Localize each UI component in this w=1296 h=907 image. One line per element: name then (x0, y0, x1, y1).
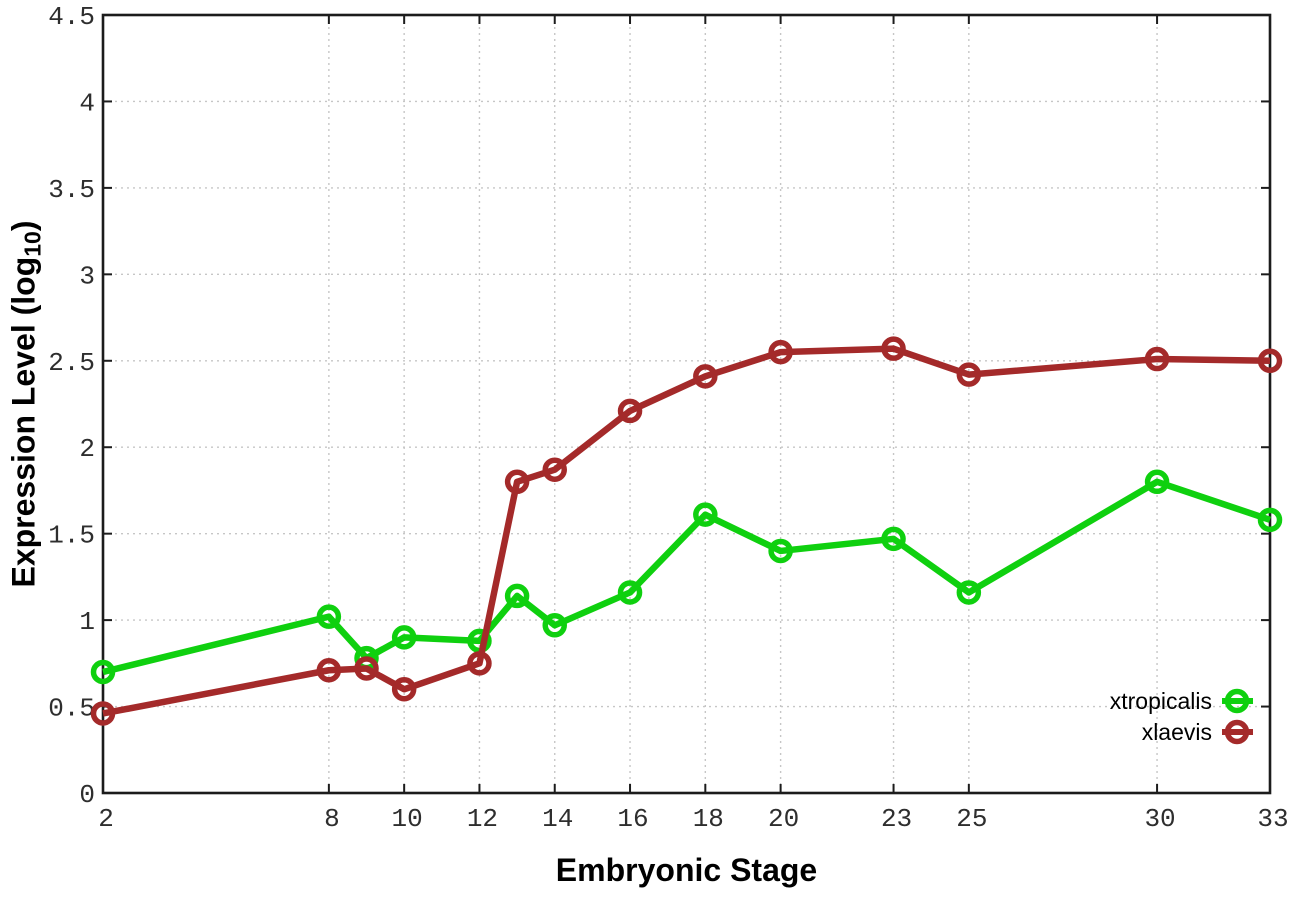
series-xtropicalis-marker (1257, 507, 1283, 533)
series-xlaevis-marker (881, 336, 906, 361)
x-tick-label: 14 (542, 804, 573, 834)
x-tick-label: 30 (1144, 804, 1175, 834)
x-tick-label: 2 (98, 804, 114, 834)
legend-label-xlaevis: xlaevis (1142, 719, 1212, 745)
plot-border (101, 13, 1272, 795)
series-xlaevis-marker (617, 398, 643, 424)
series-xlaevis-marker (542, 457, 567, 482)
x-tick-label: 8 (324, 804, 340, 834)
x-tick-label: 33 (1257, 804, 1288, 834)
series-xtropicalis-marker (956, 580, 982, 605)
y-tick-label: 4 (79, 88, 95, 118)
x-tick-label: 20 (768, 804, 799, 834)
series-xtropicalis-marker (881, 526, 906, 552)
x-tick-label: 10 (392, 804, 423, 834)
series-xlaevis-marker (1144, 346, 1170, 372)
y-axis-title-main: Expression Level (log (5, 256, 42, 588)
y-tick-label: 2 (79, 434, 95, 464)
x-tick-label: 25 (956, 804, 987, 834)
y-tick-label: 0 (79, 780, 95, 810)
series-xtropicalis-marker (90, 659, 116, 685)
series-xlaevis-marker (354, 656, 379, 681)
series-xlaevis-marker (90, 701, 116, 726)
series-xtropicalis-marker (1144, 469, 1170, 495)
x-axis-title: Embryonic Stage (555, 852, 818, 888)
series-xlaevis-marker (391, 677, 417, 702)
series-xlaevis-marker (467, 651, 492, 676)
series-xtropicalis-marker (542, 613, 567, 638)
series-xlaevis-marker (768, 339, 793, 365)
y-tick-label: 1.5 (48, 521, 95, 551)
y-tick-label: 4.5 (48, 2, 95, 32)
series-xtropicalis-marker (391, 625, 417, 650)
series-xlaevis-marker (1257, 348, 1283, 374)
series-xtropicalis-marker (617, 580, 643, 605)
x-tick-label: 18 (693, 804, 724, 834)
series-xtropicalis-marker (768, 538, 793, 564)
y-axis-title: Expression Level (log10) (5, 220, 46, 587)
y-tick-label: 3.5 (48, 175, 95, 205)
series-xlaevis-marker (693, 364, 718, 389)
series-xtropicalis-marker (693, 502, 718, 527)
series-xtropicalis-line (102, 478, 1272, 676)
x-tick-label: 12 (467, 804, 498, 834)
x-tick-label: 16 (617, 804, 648, 834)
legend-sample-marker-xlaevis (1224, 719, 1250, 745)
y-axis-title-subscript: 10 (19, 231, 46, 257)
y-tick-label: 0.5 (48, 694, 95, 724)
series-xtropicalis-marker (504, 583, 530, 609)
y-axis-title-close: ) (5, 220, 42, 232)
series-xlaevis-marker (504, 469, 530, 495)
y-tick-label: 3 (79, 261, 95, 291)
series-xlaevis-marker (316, 657, 342, 683)
legend-label-xtropicalis: xtropicalis (1110, 688, 1212, 714)
series-xtropicalis-marker (316, 604, 342, 629)
y-tick-label: 1 (79, 607, 95, 637)
legend-sample-marker-xtropicalis (1224, 688, 1250, 714)
x-tick-label: 23 (881, 804, 912, 834)
y-tick-label: 2.5 (48, 348, 95, 378)
series-xlaevis-marker (956, 362, 982, 387)
